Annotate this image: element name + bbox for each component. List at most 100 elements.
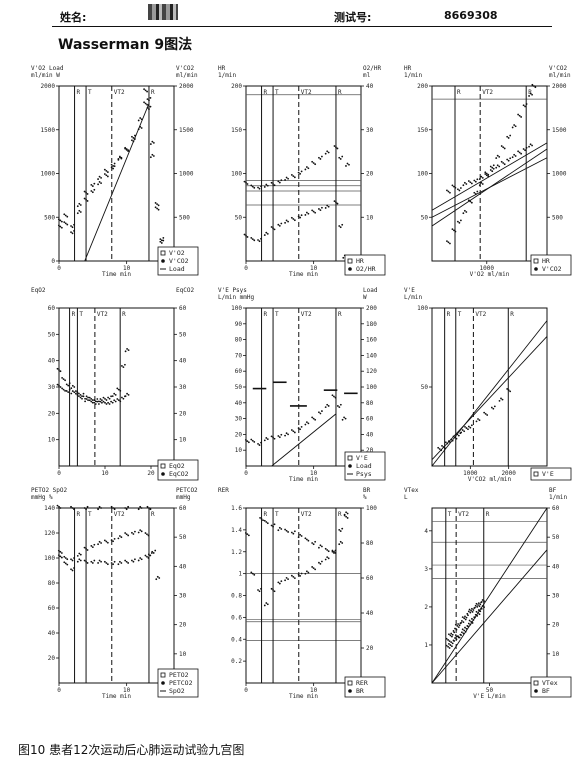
- data-point: [113, 560, 116, 563]
- data-point: [278, 224, 281, 227]
- data-point: [76, 391, 79, 394]
- data-point: [304, 423, 307, 426]
- data-point: [148, 507, 150, 509]
- data-point: [93, 559, 96, 562]
- phase-marker-label: R: [457, 89, 461, 96]
- data-point: [454, 627, 456, 630]
- data-point: [452, 639, 455, 642]
- data-point: [503, 163, 506, 166]
- data-point: [477, 602, 480, 605]
- y-tick-label: 1: [424, 642, 428, 649]
- data-point: [127, 534, 130, 537]
- data-point: [280, 580, 283, 583]
- phase-marker-label: R: [338, 89, 342, 96]
- data-point: [304, 537, 307, 540]
- data-point: [131, 559, 133, 562]
- data-point: [57, 554, 60, 557]
- legend-entry: PETO2: [169, 671, 189, 679]
- data-point: [140, 127, 143, 129]
- plot-frame: [58, 507, 175, 684]
- data-point: [251, 185, 254, 188]
- y-tick-label-right: 500: [552, 214, 563, 221]
- name-label: 姓名:: [60, 11, 87, 24]
- y-tick-label: 150: [231, 127, 242, 134]
- plot-frame: [58, 307, 175, 467]
- data-point: [327, 151, 330, 154]
- data-point: [160, 239, 163, 242]
- data-point: [272, 436, 274, 439]
- legend-box: [530, 676, 572, 698]
- data-point: [85, 560, 87, 563]
- data-point: [90, 400, 93, 403]
- y-tick-label: 50: [421, 384, 429, 391]
- data-point: [469, 181, 472, 184]
- data-point: [272, 589, 274, 591]
- y-tick-label: 200: [231, 83, 242, 90]
- legend-marker: [161, 681, 165, 685]
- data-point: [453, 229, 455, 232]
- legend-entry: BR: [356, 687, 364, 695]
- data-point: [292, 576, 295, 578]
- data-point: [146, 90, 148, 93]
- data-point: [326, 403, 329, 406]
- data-point: [124, 559, 127, 562]
- data-point: [458, 221, 461, 224]
- panel-hr-vco2-vs-vo2: HR1/minV'CO2ml/min5010015020050010001500…: [404, 65, 572, 278]
- data-point: [311, 160, 314, 163]
- data-point: [266, 232, 269, 235]
- data-point: [157, 204, 160, 207]
- y-tick-label: 60: [48, 305, 56, 312]
- legend-marker: [160, 463, 166, 469]
- data-point: [250, 438, 253, 441]
- data-point: [121, 396, 123, 399]
- data-point: [529, 92, 532, 95]
- data-point: [251, 238, 254, 241]
- series-line: [431, 142, 548, 211]
- data-point: [86, 562, 89, 564]
- data-point: [319, 209, 322, 212]
- data-point: [98, 559, 101, 562]
- data-point: [251, 572, 254, 575]
- data-point: [56, 504, 59, 507]
- data-point: [96, 398, 99, 400]
- data-point: [97, 562, 99, 564]
- data-point: [285, 219, 288, 222]
- data-point: [480, 601, 482, 604]
- data-point: [154, 206, 157, 209]
- x-tick-label: 2000: [501, 470, 516, 477]
- data-point: [257, 442, 259, 445]
- data-point: [311, 542, 314, 544]
- data-point: [102, 400, 105, 403]
- data-point: [305, 166, 308, 168]
- data-point: [297, 573, 300, 576]
- series-points: [437, 388, 512, 452]
- legend-entry: V'O2: [169, 249, 185, 257]
- data-point: [71, 390, 74, 392]
- data-point: [528, 95, 530, 97]
- data-point: [73, 230, 75, 232]
- phase-marker-label: R: [72, 311, 76, 318]
- data-point: [105, 562, 108, 564]
- data-point: [106, 563, 109, 566]
- data-point: [534, 86, 537, 89]
- y-tick-label-right: 20: [179, 410, 187, 417]
- data-point: [250, 237, 253, 239]
- data-point: [481, 183, 484, 185]
- data-point: [339, 530, 342, 532]
- series-points: [244, 394, 347, 446]
- data-point: [86, 549, 89, 551]
- data-point: [459, 219, 462, 222]
- y-axis-label-left: V'E Psys: [218, 287, 247, 294]
- data-point: [114, 394, 117, 396]
- data-point: [265, 521, 268, 523]
- data-point: [273, 184, 276, 187]
- series-points: [57, 101, 165, 242]
- data-point: [146, 103, 148, 106]
- data-point: [139, 557, 142, 559]
- data-point: [260, 237, 262, 240]
- data-point: [75, 392, 77, 395]
- data-point: [448, 640, 451, 643]
- data-point: [457, 626, 460, 629]
- y-tick-label-right: 100: [366, 384, 377, 391]
